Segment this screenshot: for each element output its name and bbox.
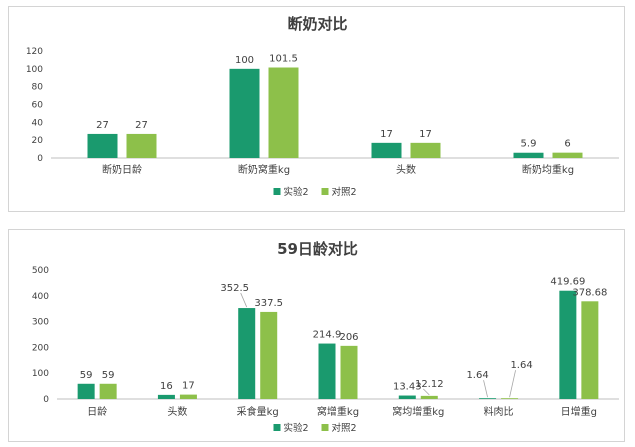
- weaning-bar-chart: 断奶对比 0 20 40 60 80 100 120 断奶日龄 27 27 断奶窝重kg 100 101.…: [26, 15, 619, 198]
- x-category-label: 日龄: [87, 405, 107, 418]
- bar-series2: [340, 345, 358, 399]
- data-label: 17: [380, 129, 393, 140]
- bar-series1: [318, 343, 336, 399]
- x-category-label: 日增重g: [561, 405, 597, 418]
- y-tick-label: 100: [26, 65, 43, 75]
- bar-series1: [559, 290, 577, 399]
- bar-series2: [410, 142, 441, 158]
- chart-title: 断奶对比: [287, 15, 347, 33]
- x-category-label: 头数: [396, 163, 416, 176]
- chart-title: 59日龄对比: [277, 240, 358, 258]
- y-tick-label: 80: [32, 83, 44, 93]
- bar-series2: [126, 133, 157, 158]
- y-tick-label: 400: [32, 292, 49, 302]
- bar-series2: [552, 152, 583, 158]
- data-label: 1.64: [466, 370, 488, 381]
- bar-series1: [77, 383, 95, 399]
- legend-label: 对照2: [332, 186, 357, 198]
- x-category-label: 断奶窝重kg: [238, 163, 290, 176]
- bar-series1: [398, 395, 416, 399]
- legend-swatch: [273, 188, 281, 195]
- y-tick-label: 60: [32, 101, 44, 111]
- bar-series1: [229, 68, 260, 158]
- data-label: 206: [339, 332, 358, 343]
- y-tick-label: 0: [43, 395, 49, 405]
- y-tick-label: 200: [32, 343, 49, 353]
- bar-series2: [268, 67, 299, 158]
- x-category-label: 窝增重kg: [317, 405, 359, 418]
- bar-series1: [157, 394, 175, 399]
- data-label: 337.5: [254, 298, 283, 309]
- y-tick-label: 40: [32, 118, 44, 128]
- data-label: 378.68: [572, 287, 607, 298]
- x-category-label: 采食量kg: [237, 405, 279, 418]
- bar-series2: [501, 398, 519, 399]
- bar-series1: [479, 398, 497, 399]
- data-label: 1.64: [510, 360, 532, 371]
- bar-series1: [87, 133, 118, 158]
- x-category-label: 头数: [167, 405, 187, 418]
- chart-panel-day59: 59日龄对比 0 100 200 300 400 500 日龄 59 59 头数 16 17 采食量kg 3…: [8, 229, 625, 442]
- data-label: 17: [419, 129, 432, 140]
- data-label: 59: [80, 370, 93, 381]
- data-label: 214.9: [313, 330, 342, 341]
- data-label: 101.5: [269, 53, 298, 64]
- x-category-label: 窝均增重kg: [392, 405, 444, 418]
- legend-swatch: [321, 188, 329, 195]
- legend-label: 对照2: [332, 422, 357, 434]
- day59-bar-chart: 59日龄对比 0 100 200 300 400 500 日龄 59 59 头数 16 17 采食量kg 3…: [32, 240, 619, 434]
- y-tick-label: 20: [32, 136, 44, 146]
- bar-series2: [99, 383, 117, 399]
- y-tick-label: 500: [32, 266, 49, 276]
- y-tick-label: 120: [26, 47, 43, 57]
- data-label: 13.43: [393, 382, 422, 393]
- bar-series1: [238, 308, 256, 399]
- y-tick-label: 0: [37, 154, 43, 164]
- legend-label: 实验2: [284, 422, 309, 434]
- data-label: 352.5: [220, 283, 249, 294]
- bar-series2: [260, 311, 278, 399]
- data-label: 59: [102, 370, 115, 381]
- legend-label: 实验2: [284, 186, 309, 198]
- data-label: 16: [160, 381, 173, 392]
- y-tick-label: 100: [32, 369, 49, 379]
- data-label-leader: [240, 292, 248, 308]
- bar-series1: [371, 142, 402, 158]
- data-label-leader: [509, 370, 516, 398]
- legend-swatch: [273, 424, 281, 431]
- data-label: 5.9: [521, 139, 537, 150]
- y-tick-label: 300: [32, 318, 49, 328]
- bar-series1: [513, 152, 544, 158]
- chart-panel-weaning: 断奶对比 0 20 40 60 80 100 120 断奶日龄 27 27 断奶窝重kg 100 101.…: [8, 6, 625, 212]
- data-label: 27: [96, 120, 109, 131]
- data-label-leader: [423, 388, 430, 396]
- data-label: 419.69: [550, 277, 585, 288]
- bar-series2: [420, 395, 438, 399]
- x-category-label: 料肉比: [484, 405, 514, 418]
- data-label: 6: [564, 139, 570, 150]
- bar-series2: [179, 394, 197, 399]
- data-label: 27: [135, 120, 148, 131]
- data-label: 17: [182, 381, 195, 392]
- legend-swatch: [321, 424, 329, 431]
- data-label: 12.12: [415, 379, 444, 390]
- x-category-label: 断奶日龄: [102, 163, 142, 176]
- data-label: 100: [235, 55, 254, 66]
- x-category-label: 断奶均重kg: [522, 163, 574, 176]
- data-label-leader: [483, 380, 488, 398]
- bar-series2: [581, 301, 599, 399]
